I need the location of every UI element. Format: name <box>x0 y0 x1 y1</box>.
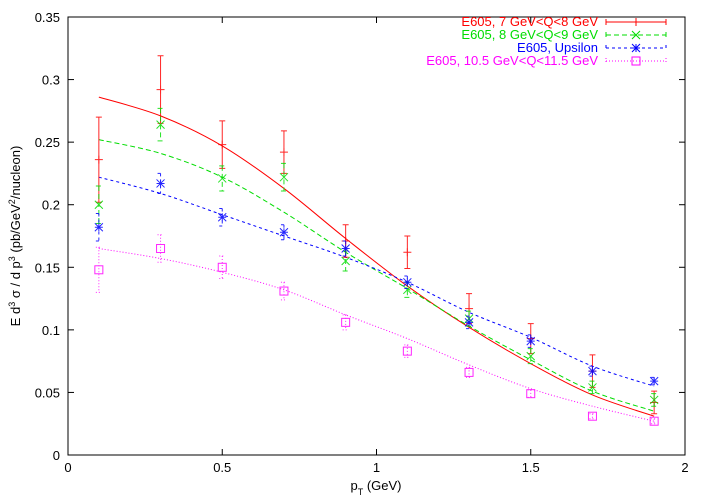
error-bar <box>157 234 164 263</box>
square-marker <box>464 367 474 377</box>
fit-curve-2 <box>98 176 655 387</box>
x-tick-label: 0 <box>64 460 71 475</box>
error-bar <box>651 393 658 407</box>
x-axis-label: pT (GeV) <box>350 478 401 496</box>
error-bar <box>280 162 287 192</box>
legend-line <box>605 32 667 38</box>
cross-marker <box>588 383 597 392</box>
square-marker <box>631 56 641 66</box>
error-bar <box>589 413 596 420</box>
error-bar <box>342 314 349 331</box>
y-tick-label: 0.05 <box>35 385 60 400</box>
plus-marker <box>632 18 640 26</box>
cross-marker <box>279 172 289 182</box>
error-bar <box>527 348 534 365</box>
star-marker <box>588 366 597 376</box>
y-axis-label: E d3 σ / d p3 (pb/GeV2/nucleon) <box>7 146 23 327</box>
square-marker <box>279 286 289 296</box>
star-marker <box>156 179 165 188</box>
legend-line <box>605 58 667 64</box>
data-points <box>94 55 659 426</box>
cross-marker <box>649 395 659 405</box>
error-bar <box>527 389 534 398</box>
fit-curve-1 <box>98 139 655 412</box>
star-marker <box>649 376 659 386</box>
y-tick-label: 0.35 <box>35 10 60 25</box>
x-tick-label: 0.5 <box>213 460 231 475</box>
y-tick-label: 0.25 <box>35 135 60 150</box>
error-bar <box>219 255 226 280</box>
series-3 <box>94 234 659 426</box>
star-marker <box>217 212 227 222</box>
cross-marker <box>217 174 227 183</box>
x-tick-label: 1.5 <box>522 460 540 475</box>
error-bar <box>466 366 473 378</box>
legend-label: E605, 7 GeV<Q<8 GeV <box>461 14 598 29</box>
series-2 <box>94 172 659 386</box>
error-bar <box>589 380 596 395</box>
y-tick-label: 0.15 <box>35 260 60 275</box>
star-marker <box>279 227 289 237</box>
y-tick-label: 0.1 <box>42 323 60 338</box>
square-marker <box>94 265 104 275</box>
star-marker <box>402 277 412 287</box>
cross-marker <box>341 256 351 266</box>
error-bar <box>651 418 658 425</box>
y-tick-label: 0 <box>53 448 60 463</box>
y-tick-label: 0.3 <box>42 73 60 88</box>
error-bar <box>95 246 102 293</box>
cross-marker <box>631 30 641 40</box>
star-marker <box>341 244 351 253</box>
series-1 <box>94 107 659 407</box>
plus-marker <box>279 148 288 157</box>
square-marker <box>649 416 659 426</box>
square-marker <box>341 317 351 327</box>
star-marker <box>631 43 641 53</box>
x-tick-label: 2 <box>681 460 688 475</box>
fit-curves <box>98 96 655 422</box>
plus-marker <box>94 155 103 164</box>
series-0 <box>94 55 659 415</box>
plus-marker <box>156 85 165 94</box>
plus-marker <box>218 140 227 149</box>
cross-marker <box>156 120 165 129</box>
error-bar <box>280 281 287 301</box>
plus-marker <box>403 248 412 257</box>
fit-curve-3 <box>98 248 655 422</box>
square-marker <box>156 244 166 254</box>
star-marker <box>94 222 104 232</box>
cross-marker <box>94 200 104 210</box>
cross-marker <box>526 351 536 361</box>
fit-curve-0 <box>98 96 655 417</box>
star-marker <box>526 336 536 346</box>
legend-label: E605, 10.5 GeV<Q<11.5 GeV <box>426 53 598 68</box>
error-bar <box>404 344 411 358</box>
legend-label: E605, 8 GeV<Q<9 GeV <box>461 27 598 42</box>
axes: 0 0.5 1 1.5 2 0 0.05 0.1 0.15 0.2 0.25 0.3 0.35 <box>35 10 689 475</box>
square-marker <box>402 346 412 356</box>
error-bar <box>157 172 164 194</box>
y-tick-label: 0.2 <box>42 198 60 213</box>
square-marker <box>587 411 597 421</box>
square-marker <box>526 389 536 399</box>
legend-label: E605, Upsilon <box>517 40 598 55</box>
cross-marker <box>402 285 412 295</box>
star-marker <box>464 317 474 327</box>
x-tick-label: 1 <box>373 460 380 475</box>
square-marker <box>217 262 227 272</box>
